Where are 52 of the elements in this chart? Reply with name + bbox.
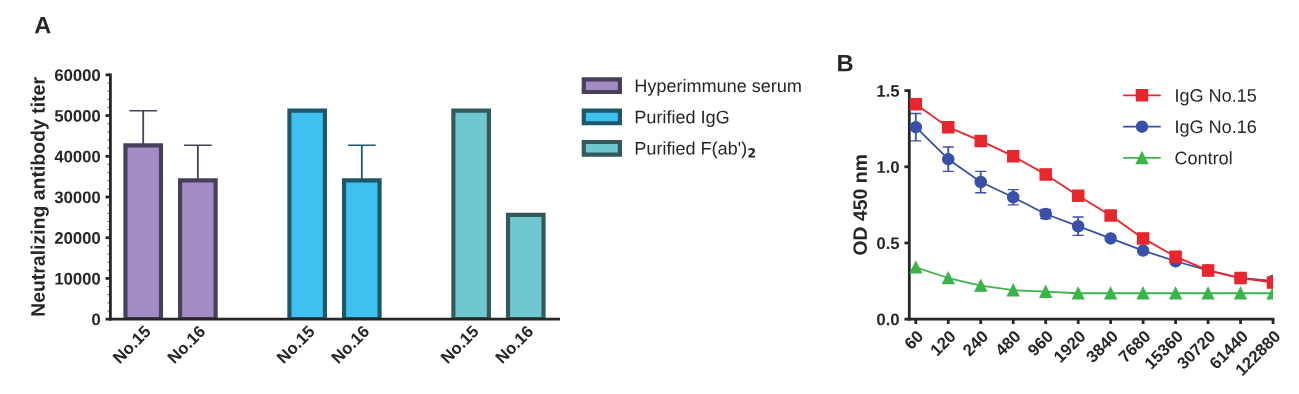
point	[942, 152, 955, 166]
y-tick-label: 1.0	[877, 161, 899, 173]
y-axis-title: OD 450 nm	[853, 155, 868, 255]
y-tick-label: 10000	[55, 272, 101, 285]
y-tick-label: 0.5	[877, 237, 900, 250]
point	[1104, 209, 1117, 222]
point	[942, 120, 955, 134]
point	[1006, 149, 1020, 163]
point	[1201, 286, 1215, 300]
chart-title: A	[34, 16, 51, 34]
point	[942, 271, 955, 285]
point	[1104, 286, 1117, 300]
legend-label: Purified F(ab')$_{2}$	[635, 141, 756, 159]
point	[974, 279, 987, 292]
point	[909, 261, 923, 274]
point	[1039, 285, 1052, 298]
y-tick-label: 40000	[54, 150, 101, 163]
point	[1071, 219, 1085, 233]
point	[1104, 232, 1117, 245]
legend-label: IgG No.15	[1176, 89, 1257, 106]
point	[974, 175, 987, 189]
point	[1136, 232, 1150, 245]
point	[1169, 250, 1182, 263]
point	[1039, 168, 1052, 181]
x-tick-label: 480	[994, 329, 1022, 357]
y-tick-label: 60000	[54, 69, 101, 82]
legend-label: Purified IgG	[635, 110, 729, 127]
x-tick-label: 120	[929, 329, 957, 357]
x-tick-label: 60	[903, 329, 924, 351]
point	[1136, 244, 1150, 257]
point	[1136, 286, 1150, 300]
y-axis-title: Neutralizing antibody titer	[30, 77, 49, 316]
point	[1006, 283, 1020, 297]
point	[909, 120, 923, 134]
point	[909, 98, 923, 111]
point	[1234, 286, 1247, 300]
y-tick-label: 1.5	[877, 85, 900, 97]
legend-label: Control	[1175, 151, 1232, 165]
point	[1071, 189, 1085, 202]
legend-label: IgG No.16	[1176, 120, 1256, 137]
point	[974, 134, 987, 148]
y-tick-label: 0	[92, 313, 101, 326]
chart-title: B	[838, 54, 853, 72]
y-tick-label: 0.0	[877, 313, 899, 326]
y-tick-label: 20000	[54, 232, 101, 244]
x-tick-label: 240	[961, 329, 989, 357]
y-tick-label: 30000	[54, 191, 101, 204]
y-tick-label: 50000	[54, 109, 101, 122]
point	[1071, 286, 1085, 300]
point	[1169, 286, 1182, 300]
x-tick-label: 960	[1026, 329, 1054, 357]
legend-label: Hyperimmune serum	[635, 78, 801, 96]
